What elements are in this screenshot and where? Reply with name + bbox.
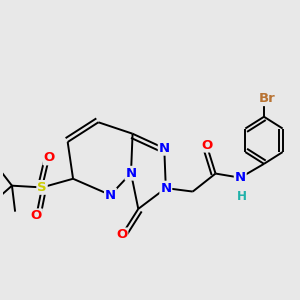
Text: N: N: [235, 171, 246, 184]
Text: Br: Br: [259, 92, 275, 105]
Text: N: N: [105, 188, 116, 202]
Text: O: O: [31, 209, 42, 222]
Text: N: N: [159, 142, 170, 155]
Text: O: O: [44, 152, 55, 164]
Text: O: O: [201, 139, 212, 152]
Text: S: S: [37, 181, 47, 194]
Text: O: O: [116, 228, 128, 242]
Text: N: N: [160, 182, 171, 195]
Text: N: N: [125, 167, 136, 180]
Text: H: H: [237, 190, 247, 203]
